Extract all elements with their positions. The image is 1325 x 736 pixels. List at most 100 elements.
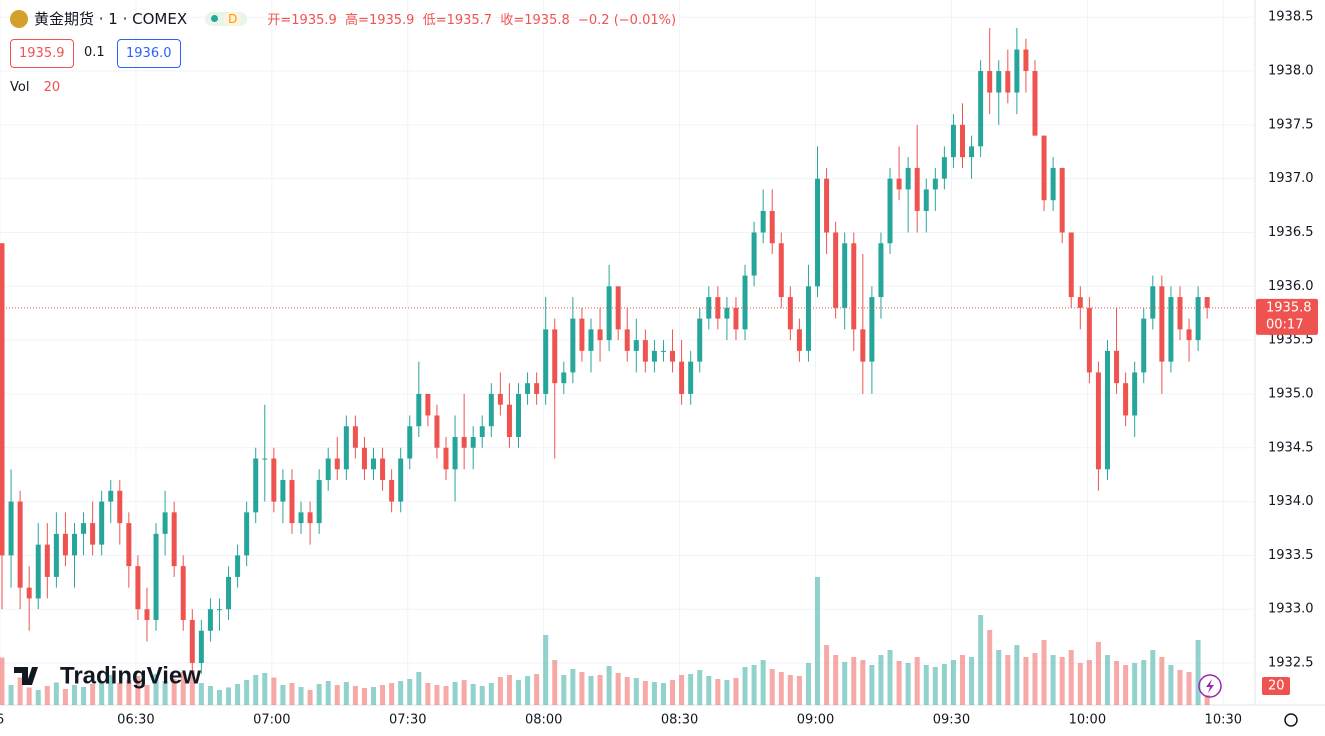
volume-bar — [452, 682, 458, 705]
x-tick-label: 06:30 — [117, 713, 154, 728]
volume-bar — [162, 681, 168, 705]
legend-header: 黄金期货 · 1 · COMEX D 开=1935.9 高=1935.9 低=1… — [10, 8, 676, 29]
candle-body — [271, 458, 277, 502]
x-tick-label: 09:30 — [933, 713, 970, 728]
logo-icon — [14, 667, 38, 685]
volume-bar — [633, 678, 639, 705]
volume-bar — [325, 681, 331, 705]
volume-bar — [796, 676, 802, 705]
candle-body — [389, 480, 395, 502]
change: −0.2 (−0.01%) — [578, 13, 677, 28]
candle-body — [1032, 71, 1038, 136]
candle-body — [434, 415, 440, 448]
candle-body — [1186, 329, 1192, 341]
candle-body — [642, 340, 648, 362]
candle-body — [307, 512, 313, 524]
y-tick-label: 1934.0 — [1268, 494, 1314, 509]
volume-bar — [724, 680, 730, 705]
settings-icon[interactable] — [1284, 713, 1298, 727]
volume-legend: Vol 20 — [10, 80, 60, 95]
volume-bar — [706, 676, 712, 705]
candle-body — [1123, 383, 1129, 416]
volume-bar — [579, 672, 585, 705]
axes: 1932.5 1933.0 1933.5 1934.0 1934.5 1935.0 1935… — [0, 10, 1318, 728]
volume-bar — [824, 645, 830, 705]
bid[interactable]: 1935.9 — [10, 39, 74, 68]
candle-body — [896, 178, 902, 190]
volume-bar — [588, 676, 594, 705]
x-tick-label: 09:00 — [797, 713, 834, 728]
candle-body — [316, 480, 322, 524]
candle-body — [1014, 49, 1020, 93]
status-dot — [211, 15, 219, 22]
candle-body — [606, 286, 612, 341]
candle-body — [670, 350, 676, 362]
candle-body — [742, 275, 748, 330]
logo-text: TradingView — [60, 662, 201, 689]
candle-body — [35, 544, 41, 599]
candle-body — [207, 609, 213, 631]
candle-body — [62, 533, 68, 556]
volume-bar — [815, 577, 821, 705]
candle-body — [461, 436, 467, 448]
candle-body — [588, 329, 594, 351]
volume-bar — [525, 676, 531, 705]
volume-bar — [307, 690, 313, 705]
ask[interactable]: 1936.0 — [117, 39, 181, 68]
candle-body — [126, 523, 132, 567]
volume-bar — [1068, 650, 1074, 705]
candle-body — [0, 243, 5, 556]
candle-body — [1095, 372, 1101, 470]
candle-body — [960, 124, 966, 158]
candle-body — [280, 480, 286, 502]
volume-bar — [271, 677, 277, 705]
y-tick-label: 1935.0 — [1268, 386, 1314, 401]
candle-body — [633, 340, 639, 351]
volume-bar — [1159, 657, 1165, 705]
volume-bar — [688, 674, 694, 705]
volume-bar — [497, 677, 503, 705]
volume-bar — [479, 686, 485, 705]
last-price-label: 1935.8 — [1266, 300, 1312, 315]
candle-body — [869, 297, 875, 362]
volume-bar — [153, 674, 159, 705]
y-tick-label: 1933.5 — [1268, 548, 1314, 563]
candle-body — [923, 189, 929, 211]
volume-bar — [35, 690, 41, 705]
volume-bar — [144, 685, 150, 705]
status-badge[interactable]: D — [205, 11, 248, 26]
candle-body — [1132, 372, 1138, 416]
volume-bar — [1005, 655, 1011, 705]
volume-bar — [751, 665, 757, 705]
volume-bar — [289, 683, 295, 705]
candle-body — [860, 329, 866, 362]
candle-body — [1023, 49, 1029, 72]
candle-body — [1177, 297, 1183, 330]
volume-bar — [108, 675, 114, 705]
candle-body — [380, 458, 386, 481]
volume-bar — [1195, 640, 1201, 705]
volume-bar — [8, 685, 14, 705]
y-tick-label: 1932.5 — [1268, 656, 1314, 671]
symbol: 黄金期货 · 1 · COMEX — [34, 10, 188, 28]
volume-bar — [461, 680, 467, 705]
flash-icon[interactable] — [1198, 674, 1222, 698]
candle-body — [932, 178, 938, 190]
volume-bar — [1123, 665, 1129, 705]
candle-body — [262, 458, 268, 460]
x-tick-label: 6 — [0, 713, 4, 728]
y-tick-label: 1933.0 — [1268, 602, 1314, 617]
candles — [0, 27, 1210, 674]
badge: D — [224, 11, 242, 26]
volume-bar — [488, 683, 494, 705]
volume-bar — [81, 687, 87, 705]
volume-bar — [978, 615, 984, 705]
volume-bar — [352, 686, 358, 705]
open: 开=1935.9 — [267, 13, 337, 28]
volume-bar — [679, 675, 685, 705]
candle-body — [887, 178, 893, 244]
volume-bar — [842, 662, 848, 705]
volume-bar — [742, 667, 748, 705]
volume-bar — [171, 679, 177, 705]
